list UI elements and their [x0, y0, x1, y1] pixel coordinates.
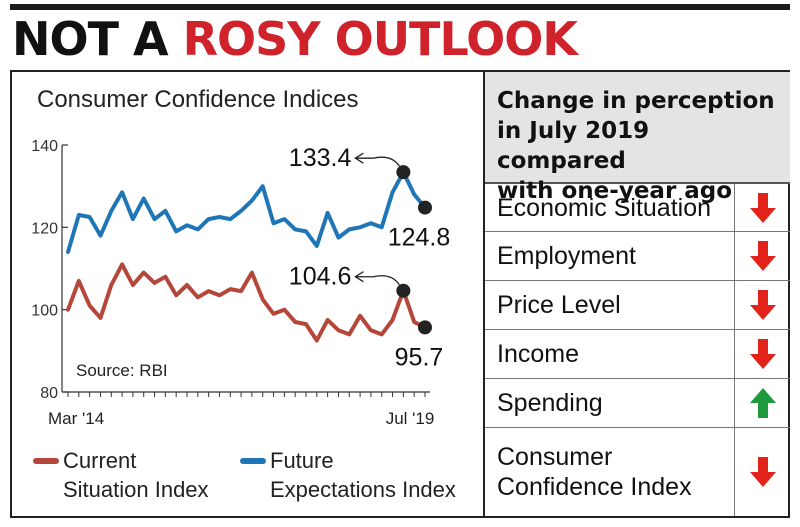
line-chart: 80 100 120 140 133.4 124.8 104.6 95.7 Source: RB…: [31, 138, 456, 502]
annotation-dot: [396, 283, 411, 298]
row-label: Income: [497, 340, 579, 368]
graphic-frame: [10, 70, 790, 518]
source-label: Source: RBI: [76, 361, 168, 380]
table-header: Change in perception in July 2019 compar…: [485, 72, 790, 204]
row-label: Employment: [497, 242, 636, 270]
table-row: Spending: [485, 379, 790, 428]
table-row: Employment: [485, 232, 790, 281]
data-label: 95.7: [395, 343, 444, 371]
row-label: Economic Situation: [497, 193, 712, 222]
series-line-0: [66, 262, 427, 343]
legend-label: Situation Index: [63, 477, 209, 502]
row-label: Consumer Confidence Index: [497, 443, 692, 501]
y-tick-label: 140: [31, 138, 58, 155]
arrow-cell: [734, 184, 790, 231]
annotation-arrowhead: [354, 271, 364, 283]
arrow-down-icon: [749, 339, 776, 369]
perception-table: Change in perception in July 2019 compar…: [483, 72, 790, 516]
arrow-cell: [734, 428, 790, 516]
data-label: 104.6: [289, 263, 352, 291]
top-rule: [10, 4, 790, 10]
arrow-down-icon: [749, 192, 776, 223]
arrow-down-icon: [749, 457, 776, 487]
annotation-dot: [396, 165, 411, 180]
arrow-cell: [734, 232, 790, 280]
row-label: Spending: [497, 389, 603, 417]
legend-label: Current: [63, 448, 136, 473]
table-row: Economic Situation: [485, 184, 790, 232]
headline: NOT A ROSY OUTLOOK: [12, 12, 578, 66]
x-label-end: Jul '19: [386, 409, 435, 428]
y-tick-label: 120: [31, 220, 58, 237]
y-tick-label: 80: [40, 385, 58, 402]
chart-title: Consumer Confidence Indices: [37, 86, 359, 113]
arrow-cell: [734, 281, 790, 329]
table-row: Consumer Confidence Index: [485, 428, 790, 516]
annotation-connector: [355, 156, 400, 167]
data-label: 124.8: [388, 224, 451, 252]
arrow-up-icon: [749, 388, 776, 418]
headline-part2: ROSY OUTLOOK: [182, 12, 578, 66]
data-label: 133.4: [289, 144, 352, 172]
headline-part1: NOT A: [12, 12, 183, 66]
table-header-line: with one-year ago: [497, 178, 733, 204]
annotation-arrowhead: [354, 152, 364, 164]
table-row: Income: [485, 330, 790, 379]
annotation-dot: [418, 320, 432, 335]
arrow-down-icon: [749, 290, 776, 320]
arrow-cell: [734, 379, 790, 427]
arrow-down-icon: [749, 241, 776, 271]
legend-label: Future: [270, 448, 334, 473]
y-tick-label: 100: [31, 303, 58, 320]
annotation-dot: [418, 200, 432, 215]
annotation-connector: [355, 275, 400, 286]
table-row: Price Level: [485, 281, 790, 330]
table-header-line: Change in perception: [497, 88, 775, 114]
arrow-cell: [734, 330, 790, 378]
series-line-1: [66, 170, 427, 254]
x-label-start: Mar '14: [48, 409, 104, 428]
table-header-line: in July 2019 compared: [497, 118, 650, 174]
row-label: Price Level: [497, 291, 621, 319]
legend-label: Expectations Index: [270, 477, 456, 502]
